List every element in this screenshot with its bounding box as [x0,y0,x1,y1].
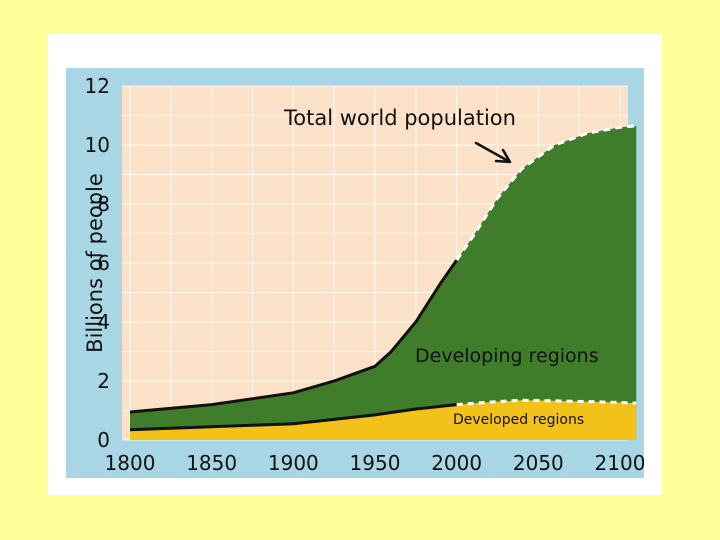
annotation-arrow [474,141,512,164]
y-tick-label: 6 [97,251,110,275]
area-developed-regions [130,400,637,440]
annotation-developing-regions: Developing regions [415,345,599,367]
y-tick-label: 0 [97,428,110,452]
y-tick-label: 4 [97,310,110,334]
x-tick-label: 2100 [595,451,644,475]
population-chart: 1800 1850 1900 1950 2000 2050 2100 0 2 4 6 8 10 12 B… [83,74,644,475]
x-axis-tick-labels: 1800 1850 1900 1950 2000 2050 2100 [105,451,644,475]
x-tick-label: 1900 [268,451,319,475]
x-tick-label: 1800 [105,451,156,475]
y-tick-label: 10 [85,133,110,157]
line-total-historical [129,259,458,414]
y-axis-label: Billions of people [83,173,107,353]
area-developing-regions [130,125,637,441]
x-tick-label: 1950 [350,451,401,475]
x-tick-label: 2000 [431,451,482,475]
chart-frame: 1800 1850 1900 1950 2000 2050 2100 0 2 4 6 8 10 12 B… [66,68,644,478]
y-tick-label: 8 [97,192,110,216]
x-tick-label: 1850 [186,451,237,475]
line-developed-boundary [129,403,457,432]
x-tick-label: 2050 [513,451,564,475]
line-total-projection [455,124,637,261]
annotation-developed-regions: Developed regions [453,412,584,428]
y-tick-label: 2 [97,369,110,393]
y-tick-label: 12 [85,74,110,98]
annotation-total-world-population: Total world population [283,106,516,130]
y-axis-tick-labels: 0 2 4 6 8 10 12 [85,74,110,452]
